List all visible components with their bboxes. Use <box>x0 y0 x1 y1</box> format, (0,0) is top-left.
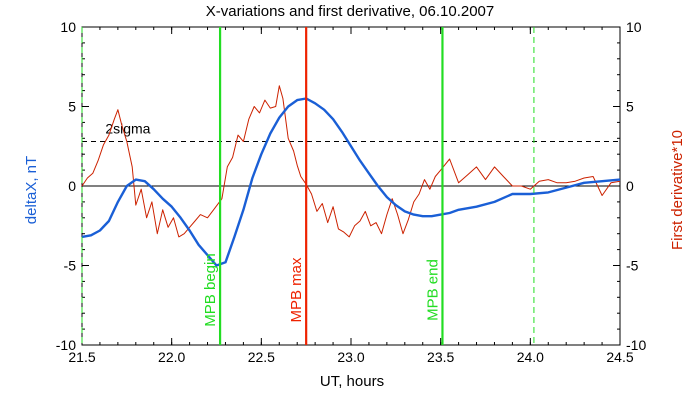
y-tick-label-right: -10 <box>626 337 646 353</box>
series-derivative-line <box>81 85 621 238</box>
y-tick-label-right: 0 <box>626 178 634 194</box>
x-tick-label: 23.5 <box>427 349 454 365</box>
y-tick-label-right: 10 <box>626 19 642 35</box>
x-tick-label: 22.0 <box>158 349 185 365</box>
left-y-axis-label: deltaX, nT <box>23 156 40 224</box>
x-tick-label: 22.5 <box>248 349 275 365</box>
vline-label: MPB end <box>424 259 441 321</box>
right-y-axis-label: First derivative*10 <box>669 130 686 250</box>
series-deltax-line <box>81 97 621 267</box>
y-tick-label-left: 0 <box>68 178 76 194</box>
x-tick-label: 24.0 <box>517 349 544 365</box>
x-tick-label: 24.5 <box>606 349 633 365</box>
y-tick-label-right: -5 <box>626 258 639 274</box>
y-tick-label-left: 10 <box>60 19 76 35</box>
vline-label: MPB max <box>288 257 305 323</box>
vline-label: MPB begin <box>202 253 219 326</box>
y-tick-label-left: -5 <box>64 258 77 274</box>
chart-title: X-variations and first derivative, 06.10… <box>206 3 495 20</box>
y-tick-label-left: 5 <box>68 99 76 115</box>
x-tick-label: 23.0 <box>337 349 364 365</box>
y-tick-label-left: -10 <box>56 337 76 353</box>
x-tick-label: 21.5 <box>68 349 95 365</box>
plot-area: 2sigma 21.5 22.0 22.5 23.0 23.5 24.0 24.5 10 10 5 5… <box>56 19 647 365</box>
x-axis-label: UT, hours <box>320 373 384 390</box>
y-tick-label-right: 5 <box>626 99 634 115</box>
threshold-label: 2sigma <box>105 120 150 136</box>
